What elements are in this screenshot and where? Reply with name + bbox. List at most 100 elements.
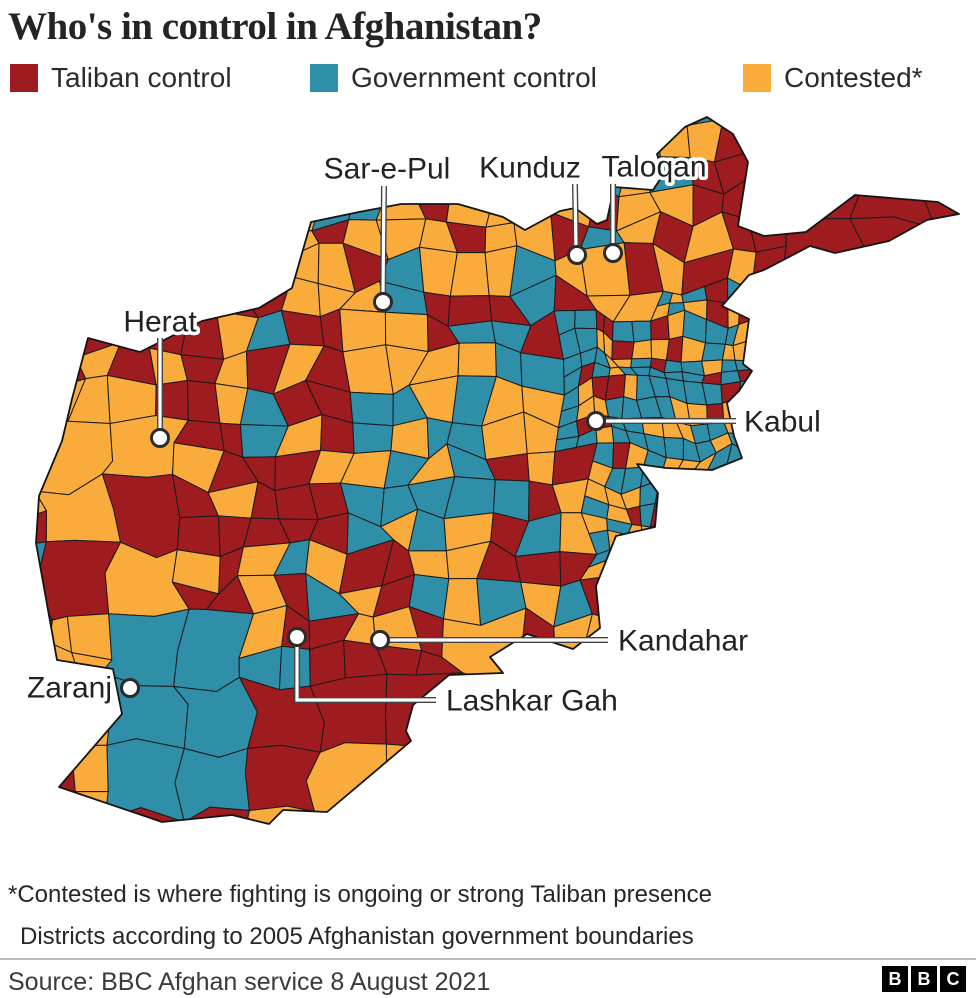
district: [243, 118, 289, 157]
city-label-kabul: Kabul: [744, 406, 821, 439]
city-label-kandahar: Kandahar: [618, 625, 748, 658]
district: [718, 117, 763, 120]
district: [39, 241, 85, 290]
city-marker-kunduz: [567, 245, 587, 265]
district: [781, 771, 821, 821]
district: [787, 345, 831, 387]
district: [342, 344, 394, 395]
district: [349, 391, 394, 427]
district: [678, 770, 727, 823]
district: [641, 539, 661, 560]
district: [309, 673, 388, 753]
district: [654, 533, 680, 551]
district: [526, 451, 556, 486]
legend-swatch-government: [310, 64, 338, 92]
district: [414, 117, 462, 149]
district: [443, 117, 489, 118]
district: [631, 339, 653, 360]
district: [574, 309, 598, 330]
district: [951, 542, 959, 582]
district: [0, 483, 6, 525]
district: [0, 283, 18, 311]
district: [38, 812, 72, 824]
district: [774, 481, 797, 503]
leader-line-sar-e-pul: [381, 185, 386, 297]
district: [613, 777, 651, 819]
district: [0, 718, 15, 749]
district: [863, 344, 900, 379]
district: [142, 117, 189, 146]
district: [623, 374, 638, 401]
district: [922, 802, 959, 824]
district: [968, 116, 976, 151]
district: [348, 117, 383, 122]
district: [787, 322, 825, 361]
district: [795, 836, 831, 872]
district: [747, 705, 794, 747]
district: [308, 117, 353, 125]
district: [106, 214, 145, 265]
afghanistan-district-control-map: Herat Sar-e-Pul Kunduz Taloqan Kabul Kandahar…: [0, 81, 976, 872]
district: [0, 153, 14, 191]
district: [272, 123, 327, 157]
district: [739, 488, 763, 506]
district: [631, 320, 652, 343]
district: [455, 742, 518, 813]
district: [885, 117, 933, 121]
district: [747, 737, 794, 776]
district: [923, 608, 959, 660]
district: [0, 441, 18, 490]
district: [140, 180, 179, 228]
district: [856, 274, 934, 352]
district: [819, 775, 861, 821]
district: [895, 117, 933, 152]
district: [955, 117, 959, 120]
district: [620, 675, 658, 718]
bbc-logo-letter: B: [911, 966, 937, 992]
district: [796, 117, 831, 120]
district: [752, 573, 778, 595]
district: [736, 554, 768, 576]
district: [702, 467, 727, 494]
district: [140, 222, 179, 265]
district: [747, 178, 801, 228]
district: [178, 117, 223, 125]
district: [856, 649, 906, 688]
district: [748, 279, 797, 324]
district: [616, 117, 658, 126]
district: [284, 117, 327, 129]
district: [276, 242, 320, 284]
district: [578, 746, 630, 780]
district: [766, 321, 797, 343]
district: [216, 218, 253, 259]
district: [707, 532, 727, 558]
district: [311, 120, 358, 146]
city-label-sar-e-pul: Sar-e-Pul: [324, 153, 451, 186]
district: [957, 781, 959, 824]
district: [0, 777, 8, 813]
district: [38, 117, 76, 163]
district: [622, 542, 647, 560]
city-label-kunduz: Kunduz: [479, 152, 581, 185]
district: [894, 608, 937, 660]
district: [719, 808, 769, 824]
district: [885, 345, 934, 379]
district: [0, 350, 7, 383]
district: [239, 250, 293, 290]
city-label-zaranj: Zaranj: [27, 672, 112, 705]
district: [39, 288, 85, 330]
district: [723, 737, 763, 782]
city-leader-lines: [157, 183, 736, 703]
district: [0, 542, 15, 587]
district: [746, 340, 769, 362]
district: [0, 81, 17, 122]
district: [739, 283, 752, 307]
district: [0, 807, 4, 849]
district: [856, 423, 896, 453]
district: [775, 556, 789, 575]
district: [642, 554, 659, 579]
district: [0, 180, 6, 217]
district: [851, 751, 903, 791]
district: [920, 411, 959, 463]
